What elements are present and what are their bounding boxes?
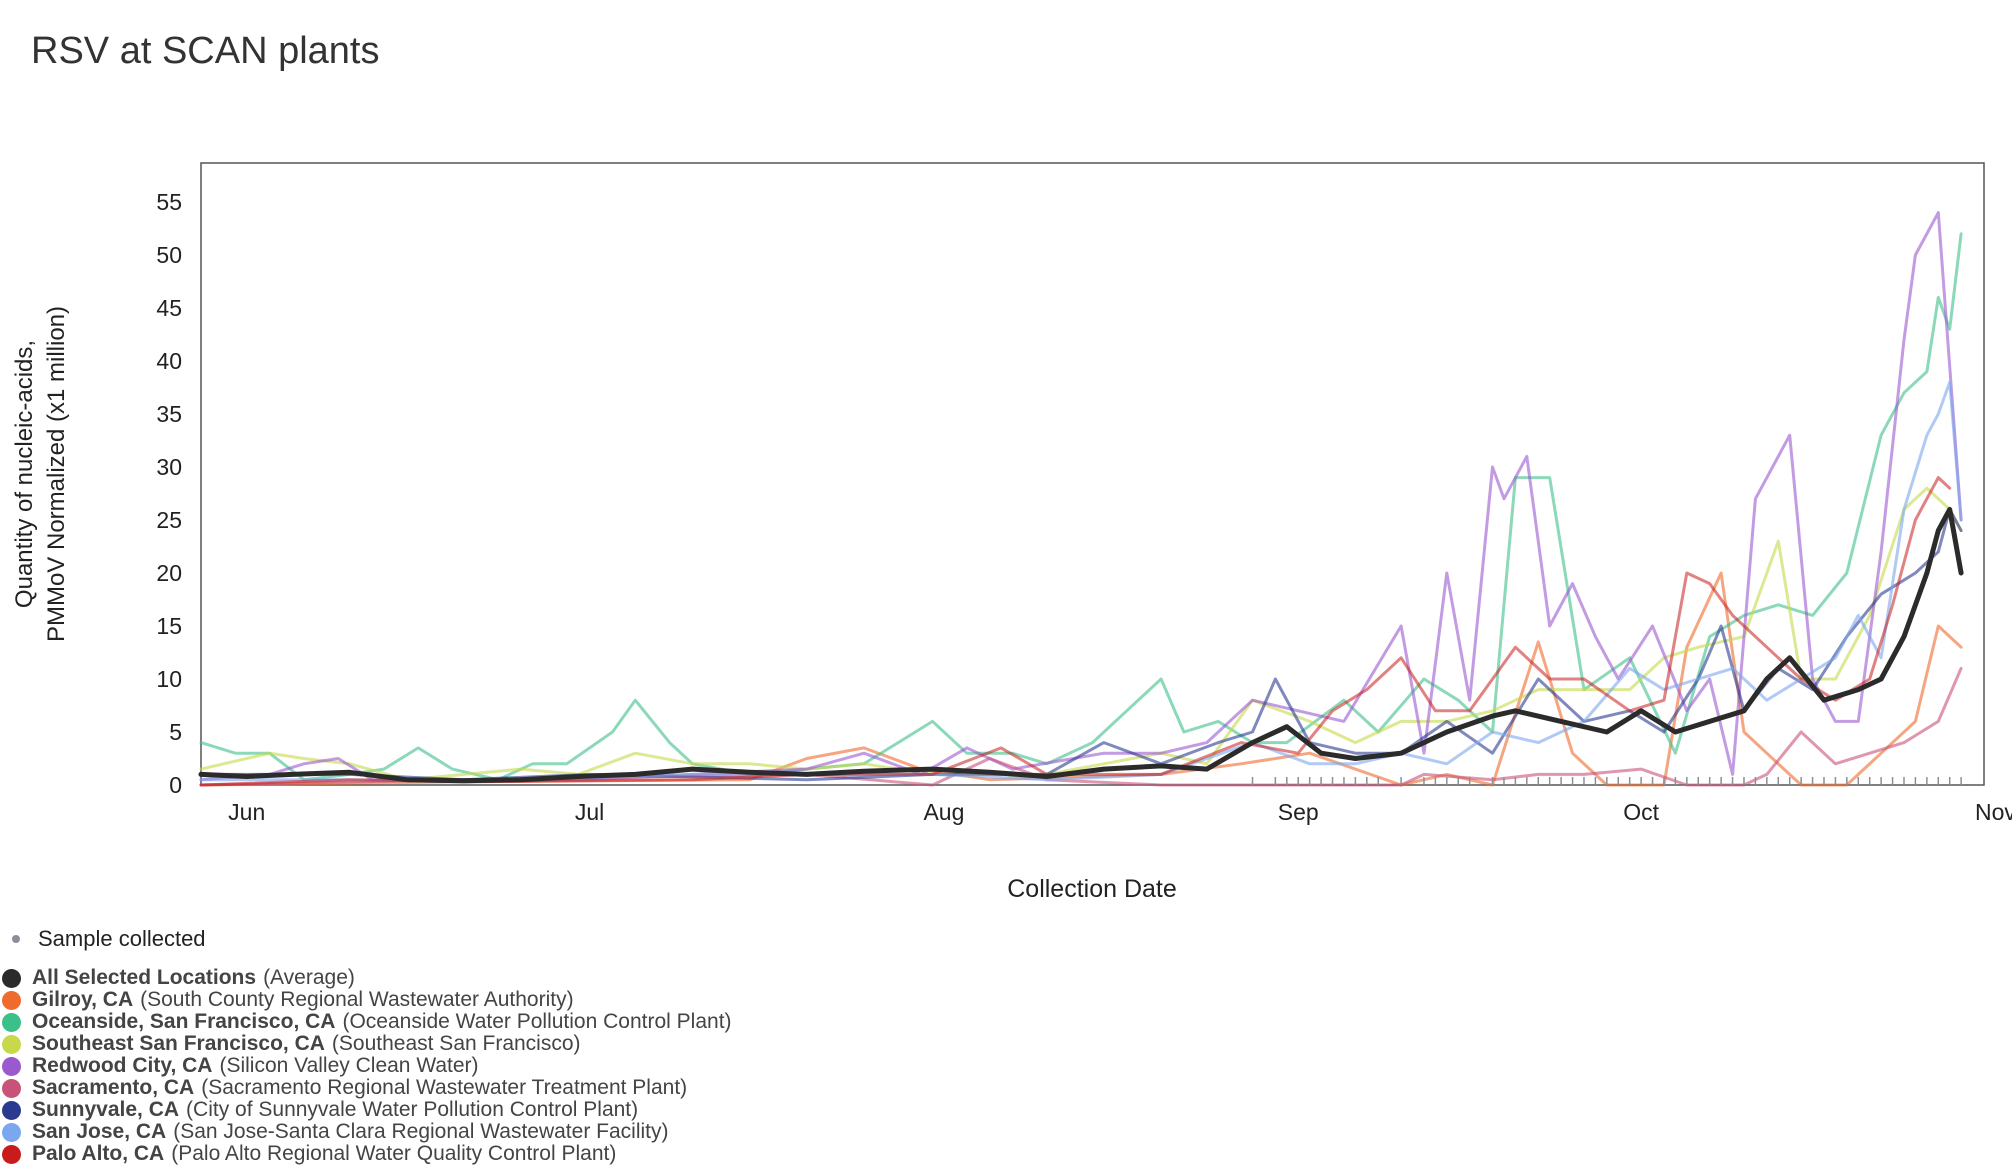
rsv-line-chart: 0 5 10 15 20 25 30 35 40 45 50 55 Jun Jul Aug Sep Oct No… (11, 162, 2012, 903)
legend-swatch-icon (2, 1100, 21, 1120)
y-tick-label: 45 (156, 295, 182, 321)
y-tick-label: 40 (156, 348, 182, 374)
y-axis-label-line: Quantity of nucleic-acids, (11, 340, 38, 608)
y-tick-label: 30 (156, 454, 182, 480)
series-line-sunnyvale-ca (199, 507, 1963, 782)
legend-plant-detail: (Average) (263, 966, 355, 989)
y-tick-label: 5 (169, 719, 182, 745)
series-line-gilroy-ca (199, 571, 1963, 787)
legend-item[interactable]: Sacramento, CA (Sacramento Regional Waste… (0, 1077, 1000, 1099)
series-line-all-selected-locations (198, 506, 1964, 784)
x-axis-label: Collection Date (1007, 875, 1177, 903)
y-tick-label: 20 (156, 560, 182, 586)
series-legend: All Selected Locations (Average) Gilroy, C… (0, 967, 1000, 1165)
legend-swatch-icon (2, 1078, 21, 1098)
legend-plant-detail: (City of Sunnyvale Water Pollution Contr… (186, 1098, 639, 1121)
y-tick-label: 15 (156, 613, 182, 639)
legend-plant-detail: (Silicon Valley Clean Water) (219, 1054, 479, 1077)
legend-location-name: Gilroy, CA (32, 988, 134, 1011)
x-tick-label: Jul (575, 799, 604, 825)
x-axis: Jun Jul Aug Sep Oct Nov (228, 799, 2012, 825)
legend-item[interactable]: San Jose, CA (San Jose-Santa Clara Region… (0, 1121, 1000, 1143)
legend-item[interactable]: Sunnyvale, CA (City of Sunnyvale Water Po… (0, 1099, 1000, 1121)
legend-plant-detail: (Southeast San Francisco) (331, 1032, 581, 1055)
legend-location-name: Sacramento, CA (32, 1076, 195, 1099)
series-line-palo-alto-ca (199, 476, 1952, 787)
y-tick-label: 55 (156, 189, 182, 215)
sample-markers (1251, 777, 1962, 785)
sample-collected-legend: Sample collected (12, 926, 206, 952)
legend-item[interactable]: Oceanside, San Francisco, CA (Oceanside W… (0, 1011, 1000, 1033)
legend-location-name: Redwood City, CA (32, 1054, 213, 1077)
y-tick-label: 10 (156, 666, 182, 692)
legend-plant-detail: (Palo Alto Regional Water Quality Contro… (171, 1142, 617, 1165)
legend-swatch-icon (2, 990, 21, 1010)
legend-plant-detail: (Sacramento Regional Wastewater Treatmen… (201, 1076, 688, 1099)
legend-swatch-icon (2, 1122, 21, 1142)
series-line-san-jose-ca (199, 380, 1963, 784)
y-axis-label-line: PMMoV Normalized (x1 million) (43, 306, 70, 642)
page-title: RSV at SCAN plants (31, 30, 380, 72)
sample-dot-icon (12, 935, 20, 943)
x-tick-label: Jun (228, 799, 265, 825)
legend-swatch-icon (2, 1056, 21, 1076)
legend-location-name: Sunnyvale, CA (32, 1098, 180, 1121)
series-line-oceanside-san-francisco-ca (199, 232, 1963, 782)
legend-location-name: Southeast San Francisco, CA (32, 1032, 325, 1055)
legend-plant-detail: (South County Regional Wastewater Author… (140, 988, 574, 1011)
legend-swatch-icon (2, 1144, 21, 1164)
series-line-southeast-san-francisco-ca (199, 486, 1963, 782)
legend-location-name: San Jose, CA (32, 1120, 167, 1143)
y-axis-label: Quantity of nucleic-acids, PMMoV Normaliz… (11, 306, 70, 642)
legend-plant-detail: (San Jose-Santa Clara Regional Wastewate… (173, 1120, 669, 1143)
legend-swatch-icon (2, 968, 21, 988)
legend-location-name: Palo Alto, CA (32, 1142, 165, 1165)
legend-item[interactable]: Southeast San Francisco, CA (Southeast Sa… (0, 1033, 1000, 1055)
legend-location-name: All Selected Locations (32, 966, 257, 989)
legend-item[interactable]: Gilroy, CA (South County Regional Wastewa… (0, 989, 1000, 1011)
legend-swatch-icon (2, 1012, 21, 1032)
x-tick-label: Oct (1623, 799, 1659, 825)
y-tick-label: 50 (156, 242, 182, 268)
y-tick-label: 25 (156, 507, 182, 533)
sample-collected-label: Sample collected (38, 926, 206, 951)
legend-item[interactable]: Redwood City, CA (Silicon Valley Clean Wa… (0, 1055, 1000, 1077)
x-tick-label: Aug (923, 799, 964, 825)
plot-frame (200, 162, 1985, 786)
y-axis: 0 5 10 15 20 25 30 35 40 45 50 55 (156, 189, 182, 798)
series-line-redwood-city-ca (199, 211, 1963, 784)
x-tick-label: Sep (1278, 799, 1319, 825)
y-tick-label: 0 (169, 772, 182, 798)
y-tick-label: 35 (156, 401, 182, 427)
legend-location-name: Oceanside, San Francisco, CA (32, 1010, 336, 1033)
legend-plant-detail: (Oceanside Water Pollution Control Plant… (342, 1010, 732, 1033)
legend-item[interactable]: All Selected Locations (Average) (0, 967, 1000, 989)
series-layer (198, 211, 1964, 787)
legend-item[interactable]: Palo Alto, CA (Palo Alto Regional Water Q… (0, 1143, 1000, 1165)
x-tick-label: Nov (1975, 799, 2012, 825)
series-line-sacramento-ca (199, 666, 1963, 787)
legend-swatch-icon (2, 1034, 21, 1054)
